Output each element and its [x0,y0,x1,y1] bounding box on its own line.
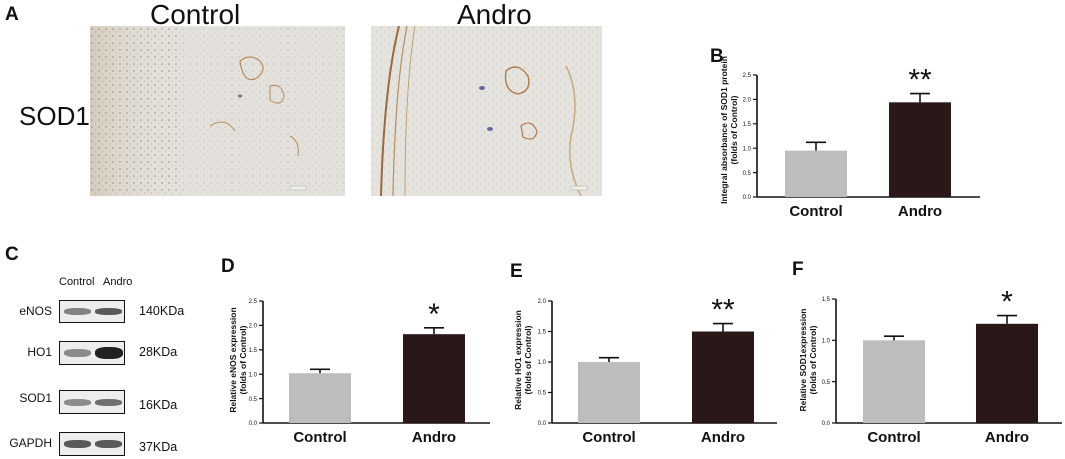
y-tick-label-e: 0.5 [538,391,547,397]
category-label-e-control: Control [582,429,635,446]
category-label-f-andro: Andro [985,429,1029,446]
y-tick-label-e: 1.0 [538,360,547,366]
panel-letter-c: C [5,244,19,265]
significance-f: * [1001,286,1013,319]
category-label-e-andro: Andro [701,429,745,446]
panel-letter-a: A [5,4,19,25]
blot-kda-gapdh: 37KDa [139,440,178,454]
y-tick-label-d: 2.5 [249,299,258,305]
y-tick-label-e: 1.5 [538,330,547,336]
y-tick-label-e: 2.0 [538,299,547,305]
category-label-d-andro: Andro [412,429,456,446]
significance-b: ** [908,64,932,97]
y-axis-label-f: Relative SOD1expression(folds of Control… [798,309,818,412]
category-label-b-control: Control [789,203,842,220]
band-sod1-andro [95,399,122,406]
category-label-d-control: Control [293,429,346,446]
chart-f: F 0.0 0.5 1.0 1.5 Control * Andro Relative SOD1e… [792,259,1062,446]
blot-box-ho1 [59,341,125,365]
blot-column-andro: Andro [103,276,133,288]
y-axis-label-b: Integral absorbance of SOD1 protein(fold… [719,56,739,204]
panel-letter-e: E [510,261,523,282]
bar-e-andro [692,331,754,423]
y-tick-label-b: 1.5 [743,122,752,128]
panel-letter-b: B [710,46,724,67]
y-tick-label-b: 0.0 [743,195,752,201]
band-sod1-control [64,399,91,406]
bar-f-control [863,340,925,423]
chart-b: B 0.0 0.5 1.0 1.5 2.0 2.5 Control ** Andro Integra… [710,46,980,220]
micrograph-andro [371,26,602,196]
band-gapdh-control [64,440,91,448]
bar-d-control [289,373,351,423]
band-ho1-control [64,349,91,357]
blot-label-ho1: HO1 [27,345,52,359]
blot-label-enos: eNOS [19,304,52,318]
blot-kda-ho1: 28KDa [139,345,178,359]
significance-d: * [428,298,440,331]
blot-label-sod1: SOD1 [19,391,52,405]
y-tick-label-d: 0.0 [249,421,258,427]
category-label-f-control: Control [867,429,920,446]
y-tick-label-e: 0.0 [538,421,547,427]
bar-b-andro [889,102,951,197]
significance-e: ** [711,294,735,327]
band-gapdh-andro [95,440,122,448]
blot-box-sod1 [59,390,125,414]
y-tick-label-b: 0.5 [743,171,752,177]
micrograph-title-andro: Andro [457,0,532,30]
blot-kda-enos: 140KDa [139,304,185,318]
category-label-b-andro: Andro [898,203,942,220]
blot-column-control: Control [59,276,95,288]
panel-letter-d: D [221,256,235,277]
y-tick-label-d: 2.0 [249,324,258,330]
row-label-sod1: SOD1 [19,101,90,131]
y-tick-label-f: 0.5 [822,380,831,386]
micrograph-title-control: Control [150,0,241,30]
band-enos-control [64,308,91,315]
blot-kda-sod1: 16KDa [139,398,178,412]
bar-f-andro [976,323,1038,423]
y-tick-label-f: 1.5 [822,297,831,303]
y-tick-label-f: 0.0 [822,421,831,427]
y-tick-label-b: 2.0 [743,98,752,104]
bar-d-andro [403,334,465,423]
y-tick-label-b: 1.0 [743,146,752,152]
band-enos-andro [95,308,122,315]
y-tick-label-b: 2.5 [743,73,752,79]
y-tick-label-f: 1.0 [822,339,831,345]
y-tick-label-d: 1.0 [249,372,258,378]
panel-letter-f: F [792,259,804,280]
bar-b-control [785,150,847,197]
blot-box-gapdh [59,432,125,456]
blot-label-gapdh: GAPDH [9,436,52,450]
blot-box-enos [59,300,125,323]
micrograph-control [90,26,345,196]
band-ho1-andro [95,347,123,359]
chart-e: E 0.0 0.5 1.0 1.5 2.0 Control ** Andro Relative H… [510,261,777,446]
chart-d: D 0.0 0.5 1.0 1.5 2.0 2.5 Control * Andro Relative… [221,256,490,446]
y-tick-label-d: 1.5 [249,348,258,354]
y-tick-label-d: 0.5 [249,397,258,403]
y-axis-label-e: Relative HO1 expression(folds of Control… [513,310,533,410]
y-axis-label-d: Relative eNOS expression(folds of Contro… [228,307,248,412]
bar-e-control [578,362,640,423]
